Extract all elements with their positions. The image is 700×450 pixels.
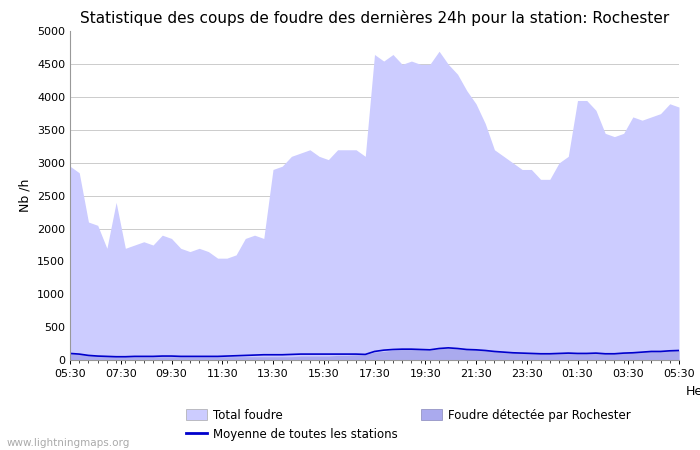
Legend: Total foudre, Moyenne de toutes les stations, Foudre détectée par Rochester: Total foudre, Moyenne de toutes les stat…: [186, 409, 631, 441]
Y-axis label: Nb /h: Nb /h: [18, 179, 32, 212]
Title: Statistique des coups de foudre des dernières 24h pour la station: Rochester: Statistique des coups de foudre des dern…: [80, 10, 669, 26]
Text: www.lightningmaps.org: www.lightningmaps.org: [7, 438, 130, 448]
Text: Heure: Heure: [686, 385, 700, 398]
